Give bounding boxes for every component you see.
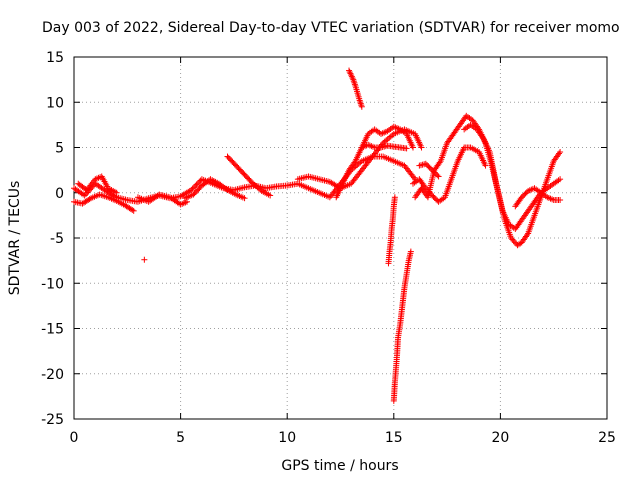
data-point xyxy=(192,182,199,189)
data-point xyxy=(257,186,264,193)
data-point xyxy=(223,185,230,192)
data-point xyxy=(180,200,187,207)
data-point xyxy=(431,169,438,176)
data-point xyxy=(519,193,526,200)
data-point xyxy=(194,180,201,187)
y-tick-label: 0 xyxy=(55,186,64,202)
y-tick-label: 5 xyxy=(55,141,64,157)
y-tick-label: -5 xyxy=(50,231,64,247)
y-tick-label: 10 xyxy=(46,95,64,111)
x-tick-label: 25 xyxy=(598,430,616,446)
y-tick-label: -10 xyxy=(41,276,64,292)
data-point xyxy=(518,194,525,201)
data-point xyxy=(196,178,203,185)
data-point xyxy=(130,207,137,214)
x-tick-label: 15 xyxy=(385,430,403,446)
data-point xyxy=(424,162,431,169)
data-point xyxy=(190,184,197,191)
x-axis-label: GPS time / hours xyxy=(281,458,398,474)
y-axis-label: SDTVAR / TECUs xyxy=(7,181,23,296)
data-point xyxy=(267,192,274,199)
data-point xyxy=(407,248,414,255)
data-point xyxy=(431,194,438,201)
data-point xyxy=(351,81,358,88)
data-point xyxy=(422,160,429,167)
data-point xyxy=(511,239,518,246)
data-point xyxy=(189,185,196,192)
data-point xyxy=(430,193,437,200)
data-points xyxy=(71,67,564,404)
data-point xyxy=(418,144,425,151)
data-point xyxy=(433,170,440,177)
data-point xyxy=(522,190,529,197)
data-point xyxy=(368,143,375,150)
data-point xyxy=(426,164,433,171)
data-point xyxy=(427,165,434,172)
axis-ticks: 0 5 10 15 20 25 15 10 5 0 -5 -10 -15 -20 -25 xyxy=(41,50,616,446)
data-point xyxy=(509,236,516,243)
y-tick-label: -25 xyxy=(41,412,64,428)
data-point xyxy=(358,102,365,109)
data-point xyxy=(403,145,410,152)
data-point xyxy=(113,189,120,196)
data-point xyxy=(129,206,136,213)
data-point xyxy=(557,196,564,203)
x-tick-label: 0 xyxy=(70,430,79,446)
data-point xyxy=(188,187,195,194)
data-point xyxy=(429,167,436,174)
data-point xyxy=(357,99,364,106)
data-point xyxy=(193,181,200,188)
x-tick-label: 20 xyxy=(491,430,509,446)
data-point xyxy=(391,194,398,201)
data-point xyxy=(430,168,437,175)
data-point xyxy=(510,237,517,244)
data-point xyxy=(482,162,489,169)
y-tick-label: -20 xyxy=(41,367,64,383)
x-tick-label: 5 xyxy=(176,430,185,446)
y-tick-label: -15 xyxy=(41,322,64,338)
data-point xyxy=(357,100,364,107)
data-point xyxy=(86,196,93,203)
data-point xyxy=(409,144,416,151)
data-point xyxy=(435,173,442,180)
data-point xyxy=(521,191,528,198)
x-tick-label: 10 xyxy=(278,430,296,446)
data-point xyxy=(241,195,248,202)
data-point xyxy=(557,176,564,183)
data-point xyxy=(82,190,89,197)
data-point xyxy=(358,103,365,110)
data-point xyxy=(434,172,441,179)
data-point xyxy=(81,192,88,199)
chart-title: Day 003 of 2022, Sidereal Day-to-day VTE… xyxy=(42,20,620,36)
data-point xyxy=(557,149,564,156)
data-point xyxy=(508,235,515,241)
data-point xyxy=(141,256,148,263)
y-tick-label: 15 xyxy=(46,50,64,66)
data-point xyxy=(433,196,440,203)
data-point xyxy=(425,163,432,170)
